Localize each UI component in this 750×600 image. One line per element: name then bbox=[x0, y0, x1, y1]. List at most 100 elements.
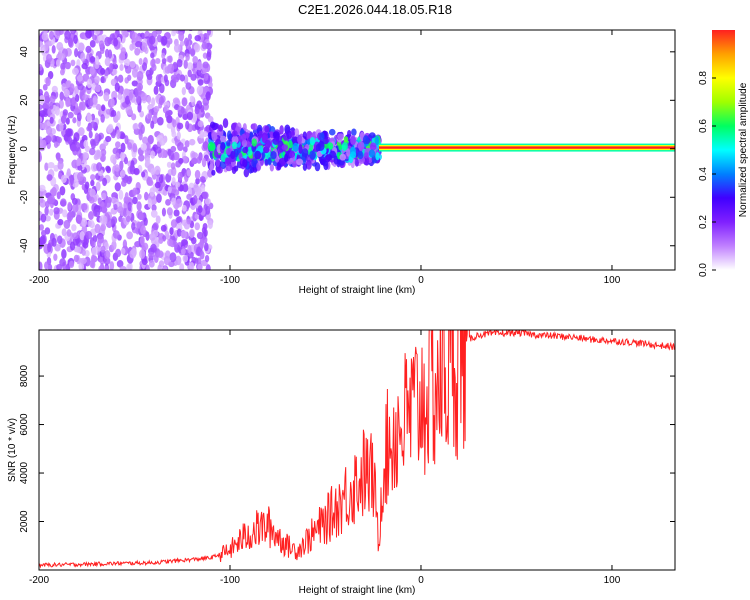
snr-series-line bbox=[39, 330, 675, 569]
spectrogram-cell bbox=[175, 198, 183, 208]
spectrogram-cell bbox=[143, 217, 148, 226]
spectrogram-cell bbox=[242, 123, 247, 132]
spectrogram-cell bbox=[79, 257, 87, 265]
spectrogram-cell bbox=[45, 200, 50, 208]
spectrogram-cell bbox=[190, 157, 198, 165]
spectrogram-cell bbox=[88, 147, 96, 156]
spectrogram-cell bbox=[165, 198, 171, 206]
spectrogram-cell bbox=[121, 180, 127, 187]
spectrogram-cell bbox=[47, 108, 52, 117]
spectrogram-cell bbox=[53, 253, 58, 261]
spectrogram-cell bbox=[90, 254, 96, 264]
spectrogram-cell bbox=[120, 47, 127, 56]
spectrogram-cell bbox=[194, 34, 202, 42]
spectrogram-cell bbox=[155, 74, 162, 83]
spectrogram-cell bbox=[139, 110, 145, 118]
spectrogram-cell bbox=[155, 146, 162, 154]
spectrogram-cell bbox=[39, 184, 46, 192]
spectrogram-cell bbox=[64, 30, 71, 40]
spectrogram-cell bbox=[251, 138, 257, 147]
spectrogram-cell bbox=[246, 146, 253, 156]
spectrogram-cell bbox=[139, 235, 145, 246]
spectrogram-cell bbox=[211, 131, 218, 142]
spectrogram-cell bbox=[77, 83, 84, 91]
spectrogram-cell bbox=[189, 262, 195, 270]
spectrogram-cell bbox=[309, 137, 316, 146]
spectrogram-cell bbox=[167, 238, 173, 247]
spectrogram-cell bbox=[39, 224, 45, 231]
spectrogram-cell bbox=[190, 236, 197, 245]
spectrogram-cell bbox=[264, 125, 270, 133]
spectrogram-cell bbox=[120, 142, 126, 153]
spectrogram-cell bbox=[111, 240, 117, 250]
spectrogram-cell bbox=[180, 230, 188, 239]
spectrogram-cell bbox=[264, 139, 272, 149]
spectrogram-cell bbox=[172, 30, 177, 34]
spectrogram-cell bbox=[248, 165, 253, 174]
spectrogram-cell bbox=[79, 102, 84, 110]
spectrogram-cell bbox=[175, 216, 182, 224]
spectrogram-cell bbox=[196, 69, 202, 77]
spectrogram-cell bbox=[148, 259, 155, 268]
spectrogram-cell bbox=[179, 184, 184, 192]
colorbar-tick-label: 0.2 bbox=[698, 215, 709, 229]
spectrogram-cell bbox=[297, 135, 303, 144]
spectrogram-y-ticks: -40 -20 0 20 40 bbox=[19, 46, 675, 253]
spectrogram-cell bbox=[133, 167, 140, 175]
spectrogram-cell bbox=[114, 82, 120, 92]
spectrogram-cell bbox=[270, 151, 277, 160]
spectrogram-cell bbox=[66, 212, 74, 222]
spectrogram-cell bbox=[169, 252, 177, 263]
spectrogram-cell bbox=[188, 138, 196, 146]
spectrogram-cell bbox=[202, 61, 209, 69]
spectrogram-y-axis-label: Frequency (Hz) bbox=[7, 116, 18, 185]
spectrogram-cell bbox=[150, 209, 158, 218]
spectrogram-y-tick-label: 20 bbox=[19, 94, 30, 106]
spectrogram-cell bbox=[58, 53, 66, 61]
spectrogram-cell bbox=[91, 247, 98, 256]
snr-panel: -200 -100 0 100 2000 4000 6000 8000 Height of … bbox=[7, 329, 676, 596]
spectrogram-cell bbox=[207, 220, 213, 229]
spectrogram-cell bbox=[56, 191, 61, 200]
spectrogram-cell bbox=[89, 188, 96, 198]
spectrogram-cell bbox=[166, 64, 171, 74]
spectrogram-cell bbox=[69, 83, 75, 93]
spectrogram-cell bbox=[49, 30, 54, 40]
spectrogram-cell bbox=[56, 263, 63, 270]
spectrogram-cell bbox=[197, 79, 204, 86]
spectrogram-cell bbox=[39, 110, 46, 118]
snr-frame bbox=[38, 329, 676, 571]
spectrogram-cell bbox=[205, 91, 211, 101]
spectrogram-cell bbox=[132, 196, 138, 205]
spectrogram-cell bbox=[125, 215, 131, 223]
spectrogram-cell bbox=[54, 106, 60, 116]
spectrogram-cell bbox=[103, 257, 111, 265]
spectrogram-cell bbox=[43, 91, 50, 100]
spectrogram-cell bbox=[177, 171, 183, 181]
spectrogram-cell bbox=[267, 157, 272, 166]
spectrogram-cell bbox=[96, 239, 102, 248]
spectrogram-cell bbox=[185, 120, 190, 130]
spectrogram-cell bbox=[116, 110, 121, 121]
spectrogram-cell bbox=[161, 52, 166, 59]
spectrogram-cell bbox=[145, 142, 151, 151]
spectrogram-cell bbox=[56, 42, 64, 51]
spectrogram-cell bbox=[67, 37, 73, 47]
spectrogram-cell bbox=[121, 30, 129, 36]
spectrogram-cell bbox=[41, 229, 47, 237]
spectrogram-cell bbox=[81, 203, 88, 211]
spectrogram-cell bbox=[141, 42, 148, 53]
spectrogram-cell bbox=[187, 62, 194, 70]
spectrogram-cell bbox=[62, 109, 69, 116]
spectrogram-cell bbox=[357, 151, 364, 160]
spectrogram-cell bbox=[74, 48, 79, 58]
spectrogram-cell bbox=[71, 96, 77, 107]
spectrogram-cell bbox=[65, 97, 71, 108]
spectrogram-cell bbox=[289, 150, 295, 159]
spectrogram-cell bbox=[177, 221, 183, 231]
spectrogram-cell bbox=[151, 63, 157, 72]
spectrogram-cell bbox=[148, 251, 155, 259]
spectrogram-cell bbox=[196, 61, 203, 71]
spectrogram-cell bbox=[67, 111, 74, 119]
